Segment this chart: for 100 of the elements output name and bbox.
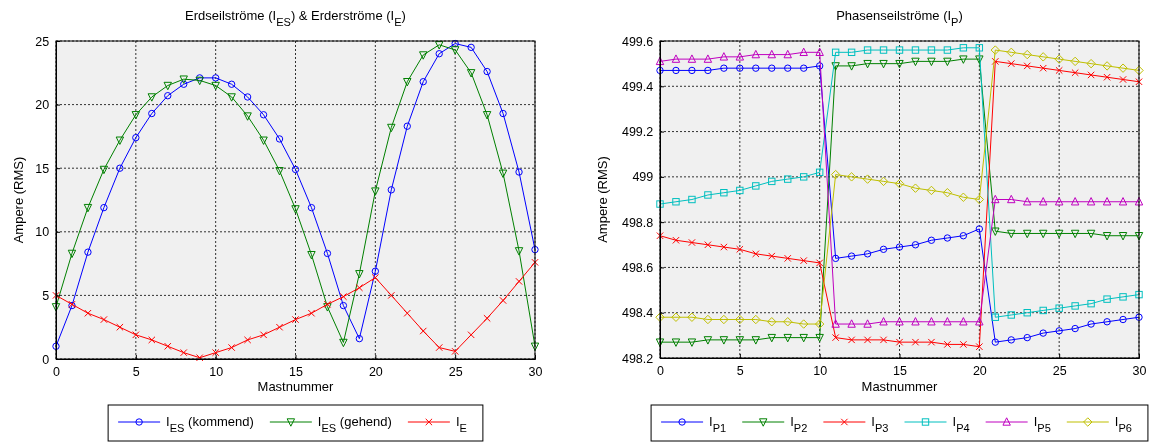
- point: [863, 250, 872, 258]
- point: [323, 300, 332, 308]
- point: [688, 238, 696, 247]
- point: [736, 186, 744, 195]
- point: [894, 178, 905, 189]
- point: [116, 323, 124, 331]
- point: [259, 136, 268, 145]
- point: [656, 232, 664, 240]
- point: [958, 192, 969, 202]
- point: [100, 203, 108, 212]
- point: [959, 340, 968, 349]
- point: [800, 256, 808, 265]
- point: [990, 45, 1000, 55]
- point: [371, 187, 380, 196]
- point: [815, 47, 824, 57]
- point: [736, 245, 744, 254]
- point: [800, 173, 808, 181]
- y-tick-label: 499.6: [621, 34, 654, 49]
- point: [991, 57, 999, 66]
- point: [387, 291, 395, 300]
- point: [531, 245, 539, 254]
- point: [847, 252, 856, 260]
- point: [1135, 78, 1143, 86]
- y-tick-label: 10: [35, 225, 50, 240]
- y-tick-label: 25: [35, 34, 50, 49]
- point: [799, 47, 808, 57]
- point: [927, 317, 936, 326]
- y-tick-label: 0: [42, 352, 50, 367]
- point: [767, 333, 776, 343]
- point: [784, 254, 792, 263]
- point: [227, 93, 236, 102]
- point: [1086, 197, 1096, 206]
- point: [704, 66, 712, 75]
- legend-label: I$_{ES}$ (gehend): [317, 414, 392, 434]
- point: [1055, 304, 1063, 312]
- point: [687, 54, 697, 63]
- point: [515, 168, 523, 176]
- y-axis-title: Ampere (RMS): [595, 156, 611, 243]
- point: [799, 319, 809, 329]
- point: [959, 317, 968, 326]
- x-axis-title: Mastnummer: [861, 379, 939, 394]
- point: [211, 81, 220, 91]
- point: [655, 312, 665, 322]
- point: [959, 55, 968, 64]
- point: [1054, 197, 1064, 206]
- x-tick-label: 10: [209, 364, 224, 379]
- point: [67, 249, 77, 259]
- point: [1071, 69, 1079, 77]
- point: [751, 314, 761, 325]
- point: [51, 303, 61, 312]
- point: [371, 267, 380, 275]
- point: [1007, 59, 1015, 68]
- point: [831, 333, 840, 342]
- point: [768, 252, 776, 260]
- point: [100, 315, 108, 324]
- point: [895, 338, 904, 346]
- point: [483, 314, 491, 322]
- point: [943, 317, 952, 326]
- point: [1070, 56, 1080, 67]
- point: [467, 43, 475, 52]
- chart-title: Phasenseilströme (I$_{P}$): [836, 8, 963, 28]
- y-tick-label: 498.6: [621, 260, 654, 275]
- point: [52, 342, 60, 350]
- point: [895, 46, 904, 54]
- point: [879, 245, 888, 254]
- point: [387, 186, 395, 194]
- point: [435, 343, 443, 352]
- point: [275, 167, 284, 176]
- x-tick-label: 20: [972, 363, 987, 378]
- point: [466, 69, 476, 78]
- point: [1007, 336, 1015, 344]
- point: [451, 39, 459, 48]
- point: [483, 67, 491, 76]
- point: [831, 62, 840, 71]
- point: [800, 64, 808, 72]
- point: [498, 169, 508, 178]
- point: [435, 50, 443, 58]
- point: [830, 169, 841, 180]
- point: [1118, 63, 1128, 73]
- point: [878, 176, 889, 187]
- point: [719, 336, 729, 345]
- point: [1118, 232, 1128, 241]
- x-axis-title: Mastnummer: [257, 379, 335, 394]
- point: [991, 338, 999, 346]
- point: [83, 203, 93, 213]
- point: [371, 273, 380, 282]
- point: [815, 259, 824, 267]
- point: [1054, 54, 1064, 64]
- point: [467, 331, 475, 339]
- point: [767, 49, 776, 59]
- point: [1006, 47, 1016, 58]
- legend-label: I$_{P3}$: [871, 414, 889, 434]
- point: [767, 317, 777, 327]
- point: [84, 248, 92, 256]
- point: [243, 93, 252, 101]
- point: [1023, 333, 1031, 342]
- point: [735, 314, 745, 325]
- point: [863, 336, 872, 344]
- point: [147, 93, 156, 102]
- point: [671, 312, 681, 322]
